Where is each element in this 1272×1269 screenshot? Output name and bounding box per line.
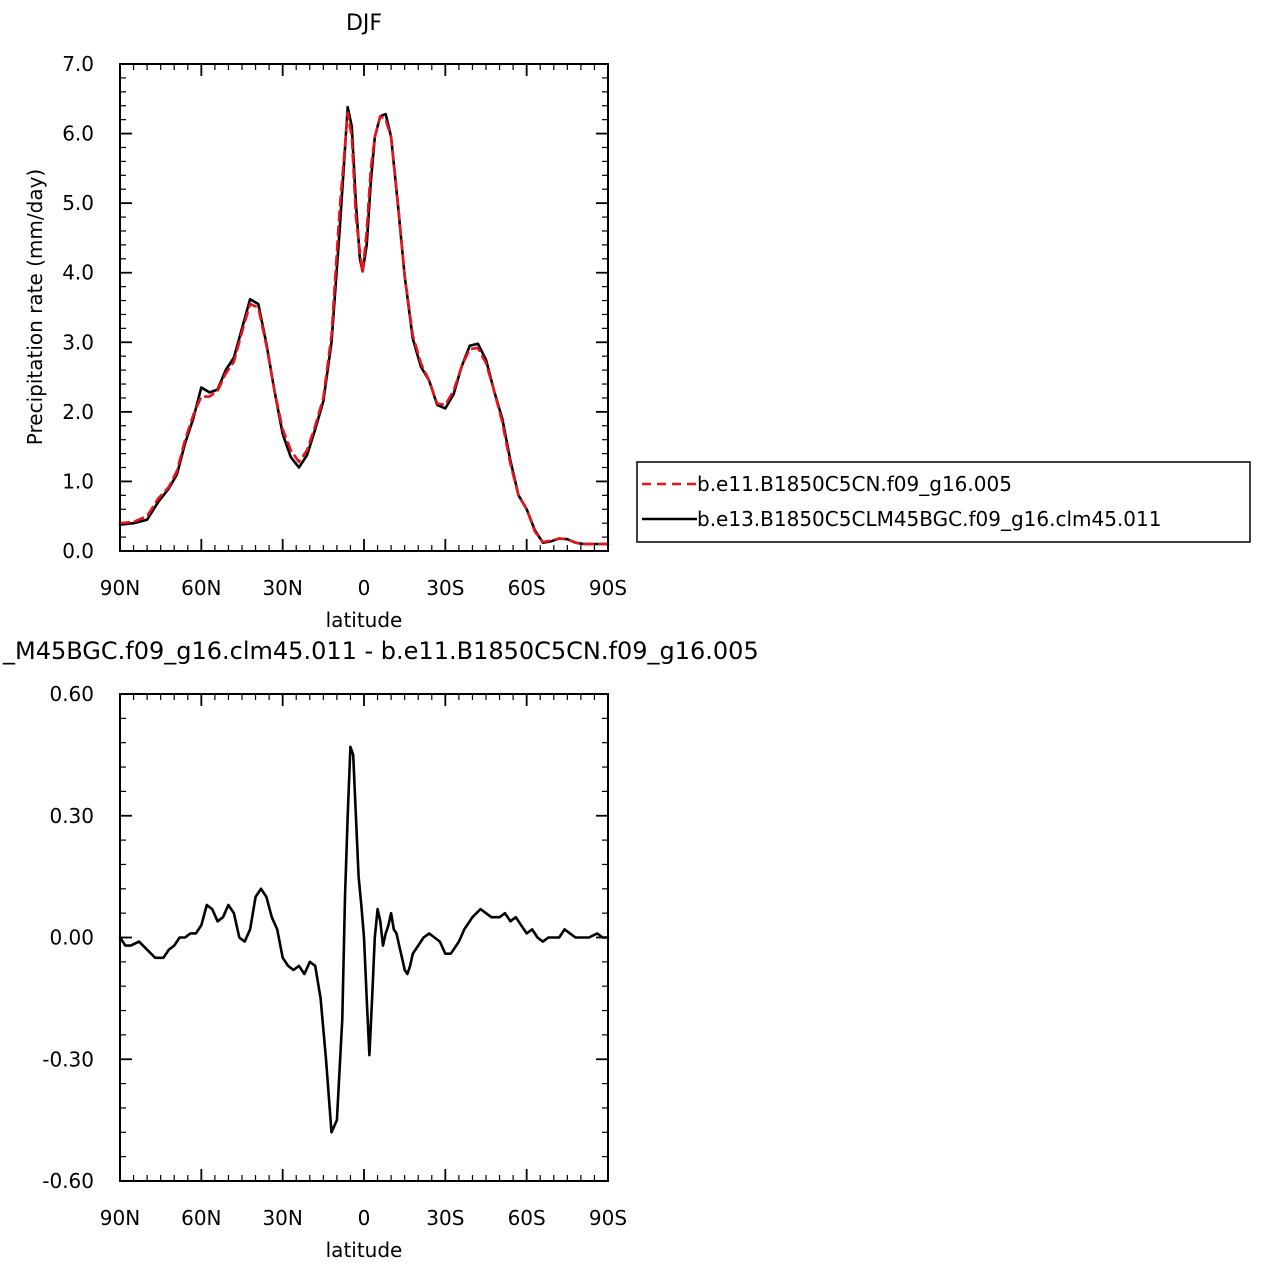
chart-bottom-x-tick-label: 30N	[262, 1206, 302, 1230]
chart-top-y-tick-label: 2.0	[62, 400, 94, 424]
chart-bottom-y-tick-label: 0.60	[49, 682, 94, 706]
chart-top-x-tick-label: 60S	[508, 576, 546, 600]
chart-bottom-series-line-1	[118, 745, 610, 1134]
chart-top-x-tick-label: 90S	[589, 576, 627, 600]
chart-top-x-axis-label: latitude	[326, 608, 403, 632]
legend-box	[636, 461, 1251, 543]
chart-bottom-x-tick-label: 0	[358, 1206, 371, 1230]
chart-top-frame	[119, 63, 609, 552]
chart-top-x-tick-label: 30N	[262, 576, 302, 600]
chart-bottom-y-tick-label: 0.00	[49, 926, 94, 950]
chart-top-title: DJF	[346, 11, 382, 36]
chart-top-y-tick-label: 1.0	[62, 469, 94, 493]
chart-top-x-tick-label: 60N	[181, 576, 221, 600]
chart-bottom-x-tick-label: 30S	[426, 1206, 464, 1230]
chart-top-x-tick-label: 90N	[100, 576, 140, 600]
chart-top-y-tick-label: 5.0	[62, 191, 94, 215]
chart-top-y-tick-label: 6.0	[62, 122, 94, 146]
chart-top-x-tick-label: 30S	[426, 576, 464, 600]
chart-bottom-x-tick-label: 60S	[508, 1206, 546, 1230]
chart-bottom-x-tick-label: 90N	[100, 1206, 140, 1230]
chart-bottom: _M45BGC.f09_g16.clm45.011 - b.e11.B1850C…	[2, 637, 759, 1262]
chart-top-x-tick-label: 0	[358, 576, 371, 600]
chart-bottom-title: _M45BGC.f09_g16.clm45.011 - b.e11.B1850C…	[2, 637, 759, 665]
chart-top-y-tick-label: 0.0	[62, 539, 94, 563]
chart-top-y-tick-label: 4.0	[62, 261, 94, 285]
chart-bottom-x-tick-label: 90S	[589, 1206, 627, 1230]
chart-bottom-y-tick-label: -0.60	[42, 1169, 94, 1193]
chart-bottom-x-axis-label: latitude	[326, 1238, 403, 1262]
legend-label-series-1: b.e11.B1850C5CN.f09_g16.005	[697, 472, 1012, 496]
chart-bottom-x-tick-label: 60N	[181, 1206, 221, 1230]
legend-label-series-2: b.e13.B1850C5CLM45BGC.f09_g16.clm45.011	[697, 507, 1161, 531]
chart-top: DJF 90N 60N 30N 0 30S 60S 90S 0.0 1.0 2.0 3.0 4.0 5.…	[23, 11, 627, 632]
chart-top-series-line-1	[118, 111, 610, 546]
chart-bottom-frame	[119, 693, 609, 1182]
chart-bottom-y-tick-label: 0.30	[49, 804, 94, 828]
chart-top-y-tick-label: 7.0	[62, 52, 94, 76]
chart-top-y-tick-label: 3.0	[62, 330, 94, 354]
legend: b.e11.B1850C5CN.f09_g16.005 b.e13.B1850C…	[636, 461, 1251, 543]
chart-top-y-axis-label: Precipitation rate (mm/day)	[23, 169, 47, 445]
chart-bottom-y-tick-label: -0.30	[42, 1047, 94, 1071]
